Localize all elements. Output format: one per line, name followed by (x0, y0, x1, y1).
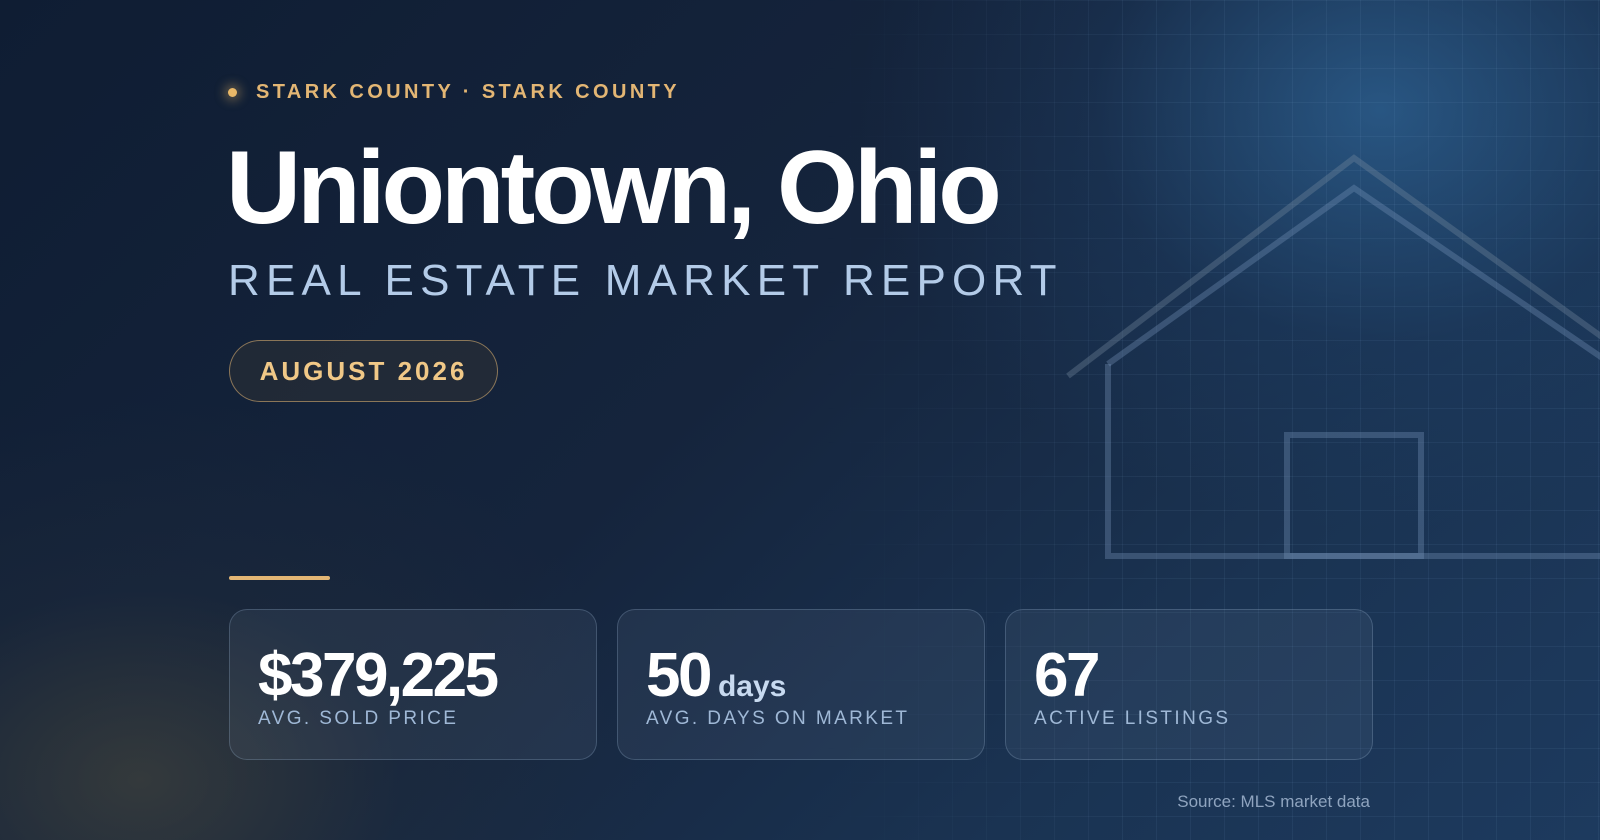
date-badge: AUGUST 2026 (229, 340, 498, 402)
house-outline-icon (1066, 154, 1600, 559)
location-eyebrow: STARK COUNTY · STARK COUNTY (228, 80, 680, 104)
stat-unit: days (717, 670, 787, 703)
report-subtitle: REAL ESTATE MARKET REPORT (228, 256, 1063, 305)
stat-label: AVG. DAYS ON MARKET (646, 708, 910, 729)
page-title: Uniontown, Ohio (226, 130, 1002, 246)
stat-card-active-listings: 67 ACTIVE LISTINGS (1005, 609, 1373, 760)
dot-icon (228, 87, 237, 97)
stat-value: 50 days (646, 636, 786, 727)
stat-number: 67 (1034, 641, 1100, 710)
stat-value: $379,225 (258, 636, 505, 727)
stat-card-avg-sold-price: $379,225 AVG. SOLD PRICE (229, 609, 597, 760)
stat-value: 67 (1034, 636, 1106, 727)
stat-number: 50 (646, 641, 712, 710)
stat-label: ACTIVE LISTINGS (1034, 708, 1231, 729)
stat-label: AVG. SOLD PRICE (258, 708, 459, 729)
county-label: STARK COUNTY · STARK COUNTY (256, 80, 681, 103)
stat-card-avg-days-on-market: 50 days AVG. DAYS ON MARKET (617, 609, 985, 760)
stat-number: $379,225 (258, 641, 499, 710)
accent-divider (229, 576, 330, 580)
source-note: Source: MLS market data (1177, 792, 1370, 811)
